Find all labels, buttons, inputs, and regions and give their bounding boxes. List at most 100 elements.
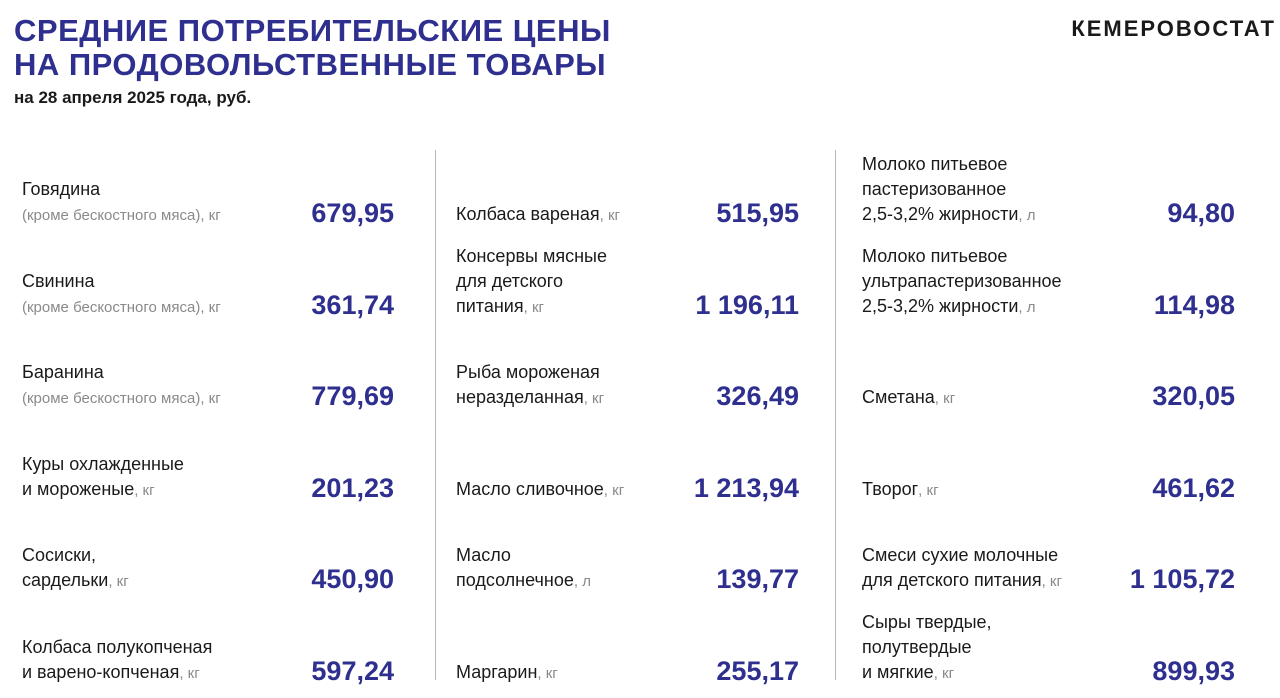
product-name-last-line: 2,5-3,2% жирности, л (862, 294, 1062, 320)
product-name-last-line: питания, кг (456, 294, 607, 320)
product-name-line: ультрапастеризованное (862, 270, 1062, 291)
product-name-text: 2,5-3,2% жирности (862, 295, 1019, 316)
price-item: Маргарин, кг 255,17 (456, 606, 799, 698)
product-label: Сметана, кг (862, 385, 955, 411)
price-item: Молоко питьевое пастеризованное 2,5-3,2% ж… (862, 148, 1235, 240)
product-name-last-line: Творог, кг (862, 477, 939, 503)
product-note: (кроме бескостного мяса) (22, 298, 201, 316)
unit-label: , кг (200, 390, 221, 407)
product-name-text: питания (456, 295, 524, 316)
price-value: 450,90 (311, 564, 394, 594)
price-item: Сосиски, сардельки, кг 450,90 (22, 514, 394, 606)
product-label: Баранина (кроме бескостного мяса), кг (22, 360, 221, 411)
product-name-last-line: Масло сливочное, кг (456, 477, 624, 503)
product-label: Сыры твердые, полутвердые и мягкие, кг (862, 610, 992, 686)
product-name-text: для детского питания (862, 570, 1042, 590)
price-item: Молоко питьевое ультрапастеризованное 2,5-… (862, 240, 1235, 332)
price-column-mixed: Колбаса вареная, кг 515,95 Консервы мясные… (456, 148, 799, 693)
unit-label: , кг (200, 207, 221, 224)
price-value: 779,69 (311, 381, 394, 411)
product-name-text: Колбаса вареная (456, 204, 600, 224)
product-label: Куры охлажденные и мороженые, кг (22, 452, 184, 503)
page-title: СРЕДНИЕ ПОТРЕБИТЕЛЬСКИЕ ЦЕНЫ НА ПРОДОВОЛ… (14, 14, 611, 82)
price-value: 597,24 (311, 655, 394, 686)
price-value: 94,80 (1167, 198, 1235, 228)
unit-label: , кг (179, 664, 200, 682)
price-item: Масло сливочное, кг 1 213,94 (456, 423, 799, 515)
column-divider (435, 150, 436, 680)
product-name-line: Молоко питьевое (862, 245, 1008, 266)
price-value: 899,93 (1152, 655, 1235, 686)
product-name-last-line: Маргарин, кг (456, 660, 558, 686)
column-divider (835, 150, 836, 680)
unit-label: , кг (1041, 573, 1062, 590)
product-name-text: 2,5-3,2% жирности (862, 204, 1019, 224)
product-name-text: сардельки (22, 570, 109, 590)
product-name-last-line: подсолнечное, л (456, 568, 591, 594)
product-note: (кроме бескостного мяса) (22, 390, 201, 407)
price-value: 320,05 (1152, 381, 1235, 411)
price-value: 255,17 (716, 655, 799, 686)
unit-label: , кг (934, 390, 956, 407)
product-name-line: Свинина (22, 270, 95, 291)
product-name-text: Маргарин (456, 661, 538, 682)
product-name-line: Колбаса полукопченая (22, 636, 213, 657)
price-value: 114,98 (1153, 289, 1235, 320)
product-label: Смеси сухие молочные для детского питания… (862, 543, 1062, 594)
product-note: (кроме бескостного мяса) (22, 207, 201, 224)
unit-label: , кг (200, 298, 221, 316)
product-name-line: Сыры твердые, (862, 611, 992, 632)
price-item: Сыры твердые, полутвердые и мягкие, кг 899,… (862, 606, 1235, 698)
product-label: Говядина (кроме бескостного мяса), кг (22, 177, 221, 228)
product-name-last-line: (кроме бескостного мяса), кг (22, 385, 221, 411)
price-value: 461,62 (1152, 472, 1235, 503)
price-value: 1 196,11 (695, 289, 799, 320)
unit-label: , кг (108, 573, 129, 590)
product-label: Колбаса полукопченая и варено-копченая, к… (22, 635, 212, 686)
brand-logo-text: КЕМЕРОВОСТАТ (1071, 16, 1276, 41)
price-column-dairy: Молоко питьевое пастеризованное 2,5-3,2% ж… (862, 148, 1235, 693)
title-line-1: СРЕДНИЕ ПОТРЕБИТЕЛЬСКИЕ ЦЕНЫ (14, 13, 611, 48)
product-name-last-line: и варено-копченая, кг (22, 660, 212, 686)
page-subtitle: на 28 апреля 2025 года, руб. (14, 88, 252, 107)
price-item: Рыба мороженая неразделанная, кг 326,49 (456, 331, 799, 423)
price-item: Сметана, кг 320,05 (862, 331, 1235, 423)
product-name-last-line: Колбаса вареная, кг (456, 202, 620, 228)
title-line-2: НА ПРОДОВОЛЬСТВЕННЫЕ ТОВАРЫ (14, 47, 607, 82)
product-name-last-line: и мягкие, кг (862, 660, 992, 686)
product-label: Маргарин, кг (456, 660, 558, 686)
product-name-text: неразделанная (456, 387, 584, 407)
unit-label: , кг (134, 481, 155, 499)
price-item: Говядина (кроме бескостного мяса), кг 679,… (22, 148, 394, 240)
product-name-line: полутвердые (862, 636, 972, 657)
product-name-last-line: (кроме бескостного мяса), кг (22, 202, 221, 228)
product-name-line: Масло (456, 545, 511, 565)
product-name-text: Масло сливочное (456, 478, 604, 499)
unit-label: , кг (537, 664, 558, 682)
product-name-line: Сосиски, (22, 545, 96, 565)
product-name-last-line: сардельки, кг (22, 568, 129, 594)
price-item: Баранина (кроме бескостного мяса), кг 779,… (22, 331, 394, 423)
price-value: 201,23 (311, 472, 394, 503)
product-name-line: для детского (456, 270, 563, 291)
product-label: Консервы мясные для детского питания, кг (456, 244, 607, 320)
product-name-text: Творог (862, 478, 919, 499)
product-name-line: Баранина (22, 362, 104, 382)
product-name-last-line: Сметана, кг (862, 385, 955, 411)
price-item: Творог, кг 461,62 (862, 423, 1235, 515)
product-label: Сосиски, сардельки, кг (22, 543, 129, 594)
product-name-last-line: (кроме бескостного мяса), кг (22, 294, 221, 320)
product-name-line: Молоко питьевое (862, 154, 1008, 174)
product-label: Молоко питьевое пастеризованное 2,5-3,2% ж… (862, 152, 1036, 228)
product-name-text: подсолнечное (456, 570, 574, 590)
product-label: Масло подсолнечное, л (456, 543, 591, 594)
product-name-last-line: неразделанная, кг (456, 385, 604, 411)
price-item: Колбаса вареная, кг 515,95 (456, 148, 799, 240)
product-name-line: пастеризованное (862, 179, 1007, 199)
price-item: Колбаса полукопченая и варено-копченая, к… (22, 606, 394, 698)
unit-label: , кг (933, 664, 955, 682)
product-name-line: Консервы мясные (456, 245, 607, 266)
product-name-text: Сметана (862, 387, 935, 407)
product-name-line: Говядина (22, 179, 101, 199)
product-name-line: Смеси сухие молочные (862, 545, 1059, 565)
